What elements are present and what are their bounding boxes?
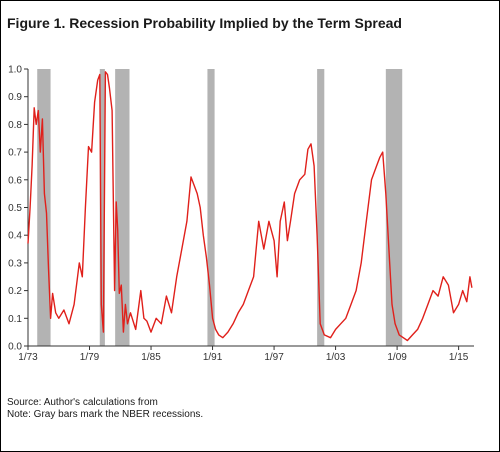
tick-labels: 0.0 0.1 0.2 0.3 0.4 0.5 0.6 0.7 0.8 0.9 1.0 1/73 1/7… bbox=[8, 65, 469, 364]
recession-bar-5 bbox=[317, 69, 325, 346]
y-tick-label: 0.9 bbox=[8, 92, 22, 103]
x-tick-label: 1/85 bbox=[141, 352, 161, 363]
recession-bar-4 bbox=[207, 69, 215, 346]
recession-bar-6 bbox=[385, 69, 403, 346]
x-tick-label: 1/03 bbox=[326, 352, 346, 363]
y-tick-label: 0.5 bbox=[8, 203, 22, 214]
recession-bar-1 bbox=[37, 69, 51, 346]
y-tick-label: 0.6 bbox=[8, 175, 22, 186]
x-tick-label: 1/91 bbox=[203, 352, 223, 363]
axes bbox=[24, 68, 474, 350]
series-lines bbox=[27, 71, 473, 342]
recession-bar-2 bbox=[99, 69, 105, 346]
y-tick-label: 0.3 bbox=[8, 258, 22, 269]
x-tick-label: 1/09 bbox=[387, 352, 407, 363]
y-tick-label: 1.0 bbox=[8, 65, 22, 76]
x-tick-label: 1/97 bbox=[264, 352, 284, 363]
y-tick-label: 0.8 bbox=[8, 120, 22, 131]
x-tick-label: 1/15 bbox=[449, 352, 469, 363]
recession-bars bbox=[37, 69, 403, 346]
source-note: Source: Author's calculations from bbox=[7, 397, 158, 408]
y-tick-label: 0.7 bbox=[8, 148, 22, 159]
nber-note: Note: Gray bars mark the NBER recessions… bbox=[7, 409, 204, 420]
recession-probability-chart: 0.0 0.1 0.2 0.3 0.4 0.5 0.6 0.7 0.8 0.9 1.0 1/73 1/7… bbox=[8, 65, 474, 364]
figure-title: Figure 1. Recession Probability Implied … bbox=[7, 15, 402, 31]
figure-notes: Source: Author's calculations from Note:… bbox=[7, 397, 203, 421]
series-line-1 bbox=[27, 71, 473, 342]
x-tick-label: 1/79 bbox=[80, 352, 100, 363]
y-tick-label: 0.1 bbox=[8, 314, 22, 325]
x-tick-label: 1/73 bbox=[18, 352, 38, 363]
y-tick-label: 0.4 bbox=[8, 231, 22, 242]
y-tick-label: 0.2 bbox=[8, 286, 22, 297]
y-tick-label: 0.0 bbox=[8, 342, 22, 353]
